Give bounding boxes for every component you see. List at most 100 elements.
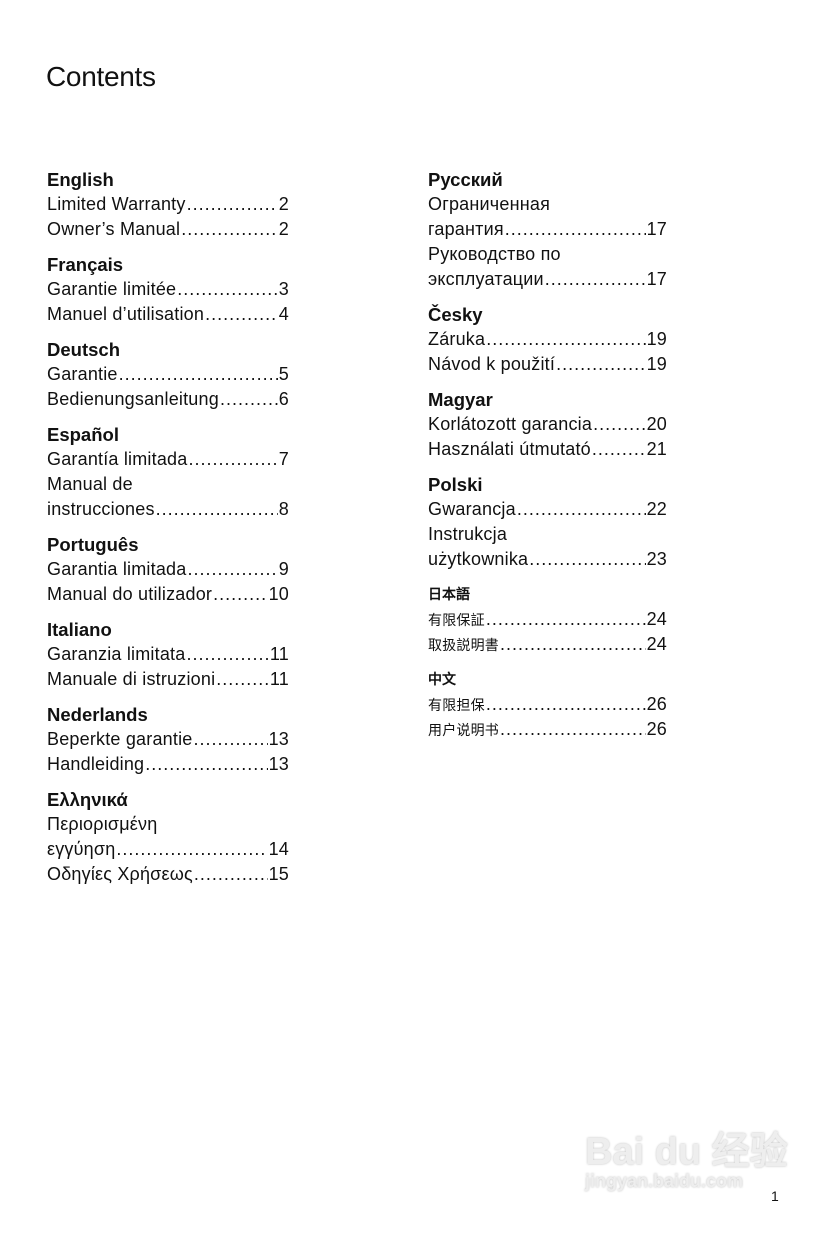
toc-entry[interactable]: 取扱説明書 24 <box>428 632 667 657</box>
entry-title: Owner’s Manual <box>47 219 181 239</box>
toc-entry[interactable]: Owner’s Manual 2 <box>47 217 289 242</box>
entry-title: Használati útmutató <box>428 439 591 459</box>
toc-entry[interactable]: Használati útmutató 21 <box>428 437 667 462</box>
toc-entry[interactable]: 有限担保 26 <box>428 692 667 717</box>
page-number: 1 <box>771 1188 779 1204</box>
toc-section: Português Garantia limitada 9 Manual do uti… <box>47 532 289 607</box>
dot-leader <box>181 217 278 242</box>
entry-title: użytkownika <box>428 549 529 569</box>
dot-leader <box>486 692 646 717</box>
toc-entry[interactable]: instrucciones 8 <box>47 497 289 522</box>
entry-title: Garanzia limitata <box>47 644 186 664</box>
entry-title: Gwarancja <box>428 499 516 519</box>
entry-page-number: 23 <box>646 549 667 569</box>
dot-leader <box>187 557 277 582</box>
entry-page-number: 26 <box>646 694 667 714</box>
dot-leader <box>187 192 278 217</box>
toc-entry[interactable]: Garantía limitada 7 <box>47 447 289 472</box>
entry-title: Limited Warranty <box>47 194 186 214</box>
section-heading: Italiano <box>47 619 112 640</box>
entry-title: Garantia limitada <box>47 559 187 579</box>
toc-entry[interactable]: Garantia limitada 9 <box>47 557 289 582</box>
section-heading: Русский <box>428 169 503 190</box>
toc-entry[interactable]: Руководство по <box>428 242 667 267</box>
entry-title: Руководство по <box>428 244 561 264</box>
toc-entry[interactable]: Manual de <box>47 472 289 497</box>
toc-entry[interactable]: гарантия 17 <box>428 217 667 242</box>
entry-title: Manuel d’utilisation <box>47 304 205 324</box>
dot-leader <box>186 642 268 667</box>
dot-leader <box>517 497 646 522</box>
entry-page-number: 13 <box>268 754 289 774</box>
toc-entry[interactable]: Manuale di istruzioni 11 <box>47 667 289 692</box>
dot-leader <box>486 607 646 632</box>
section-heading: 日本語 <box>428 586 470 602</box>
entry-page-number: 2 <box>278 219 289 239</box>
entry-page-number: 15 <box>268 864 289 884</box>
entry-title: Manuale di istruzioni <box>47 669 216 689</box>
entry-page-number: 17 <box>646 269 667 289</box>
toc-entry[interactable]: эксплуатации 17 <box>428 267 667 292</box>
entry-page-number: 24 <box>646 634 667 654</box>
entry-page-number: 11 <box>269 644 289 664</box>
toc-entry[interactable]: εγγύηση 14 <box>47 837 289 862</box>
dot-leader <box>216 667 269 692</box>
section-heading: 中文 <box>428 671 456 687</box>
entry-page-number: 13 <box>268 729 289 749</box>
toc-entry[interactable]: Instrukcja <box>428 522 667 547</box>
section-heading: Nederlands <box>47 704 148 725</box>
dot-leader <box>188 447 277 472</box>
entry-page-number: 17 <box>646 219 667 239</box>
dot-leader <box>177 277 278 302</box>
toc-entry[interactable]: Garantie limitée 3 <box>47 277 289 302</box>
entry-page-number: 21 <box>646 439 667 459</box>
section-heading: Česky <box>428 304 483 325</box>
entry-page-number: 2 <box>278 194 289 214</box>
toc-entry[interactable]: Záruka 19 <box>428 327 667 352</box>
entry-page-number: 6 <box>278 389 289 409</box>
entry-page-number: 7 <box>278 449 289 469</box>
toc-entry[interactable]: Gwarancja 22 <box>428 497 667 522</box>
toc-section: Česky Záruka 19 Návod k použití 19 <box>428 302 667 377</box>
contents-right-column: Русский Ограниченная гарантия 17 Руководство… <box>428 167 667 752</box>
toc-entry[interactable]: Garantie 5 <box>47 362 289 387</box>
toc-entry[interactable]: Návod k použití 19 <box>428 352 667 377</box>
toc-section: English Limited Warranty 2 Owner’s Manual 2 <box>47 167 289 242</box>
toc-entry[interactable]: Limited Warranty 2 <box>47 192 289 217</box>
dot-leader <box>145 752 267 777</box>
dot-leader <box>194 727 268 752</box>
toc-entry[interactable]: Manual do utilizador 10 <box>47 582 289 607</box>
toc-entry[interactable]: Περιορισμένη <box>47 812 289 837</box>
toc-entry[interactable]: Manuel d’utilisation 4 <box>47 302 289 327</box>
dot-leader <box>556 352 646 377</box>
toc-entry[interactable]: Οδηγίες Χρήσεως 15 <box>47 862 289 887</box>
toc-section: Ελληνικά Περιορισμένη εγγύηση 14 Οδηγίες Χρή… <box>47 787 289 887</box>
toc-entry[interactable]: 有限保証 24 <box>428 607 667 632</box>
toc-entry[interactable]: użytkownika 23 <box>428 547 667 572</box>
entry-title: Manual do utilizador <box>47 584 213 604</box>
entry-page-number: 14 <box>268 839 289 859</box>
entry-page-number: 9 <box>278 559 289 579</box>
entry-title: Bedienungsanleitung <box>47 389 219 409</box>
toc-entry[interactable]: Garanzia limitata 11 <box>47 642 289 667</box>
toc-entry[interactable]: Handleiding 13 <box>47 752 289 777</box>
toc-entry[interactable]: Ограниченная <box>428 192 667 217</box>
entry-page-number: 22 <box>646 499 667 519</box>
toc-entry[interactable]: Bedienungsanleitung 6 <box>47 387 289 412</box>
entry-title: 有限担保 <box>428 697 485 713</box>
entry-title: Manual de <box>47 474 133 494</box>
entry-title: Garantía limitada <box>47 449 188 469</box>
entry-title: Οδηγίες Χρήσεως <box>47 864 193 884</box>
entry-title: гарантия <box>428 219 504 239</box>
toc-entry[interactable]: Korlátozott garancia 20 <box>428 412 667 437</box>
toc-section: Русский Ограниченная гарантия 17 Руководство… <box>428 167 667 292</box>
entry-title: Garantie <box>47 364 118 384</box>
toc-entry[interactable]: 用户说明书 26 <box>428 717 667 742</box>
toc-entry[interactable]: Beperkte garantie 13 <box>47 727 289 752</box>
dot-leader <box>500 632 646 657</box>
dot-leader <box>205 302 278 327</box>
entry-page-number: 26 <box>646 719 667 739</box>
entry-page-number: 3 <box>278 279 289 299</box>
